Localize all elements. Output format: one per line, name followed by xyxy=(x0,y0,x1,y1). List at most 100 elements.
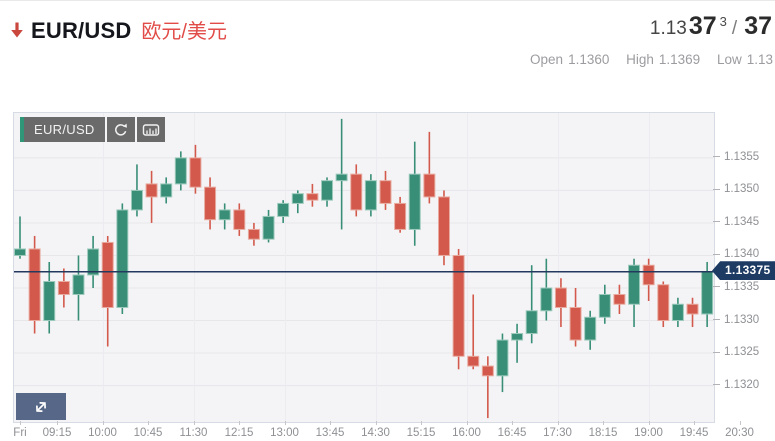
y-tick-text: 1.1335 xyxy=(724,280,760,293)
x-tick-mark xyxy=(239,421,240,425)
candle-10:30 xyxy=(130,189,143,211)
y-tick-mark xyxy=(713,384,720,386)
expand-icon xyxy=(36,401,46,412)
candle-13:00 xyxy=(277,202,290,217)
candle-11:00 xyxy=(160,183,173,198)
instrument-title: EUR/USD 欧元/美元 xyxy=(31,15,227,44)
candle-18:00 xyxy=(569,307,582,341)
candle-11:45 xyxy=(204,186,217,221)
candle-17:00 xyxy=(511,333,524,341)
bid-pips: 37 xyxy=(688,12,717,40)
x-axis-label: 15:15 xyxy=(406,427,436,439)
candle-16:30 xyxy=(481,365,494,377)
x-tick-mark xyxy=(648,421,650,425)
y-axis-label: 1.1345 xyxy=(713,215,759,229)
x-tick-mark xyxy=(694,421,695,425)
candle-13:15 xyxy=(291,193,304,204)
candle-10:15 xyxy=(116,209,129,309)
candle-09:45 xyxy=(87,248,100,276)
y-tick-text: 1.1345 xyxy=(724,215,760,228)
stat-high: High 1.1369 xyxy=(626,52,701,67)
x-axis-label: 17:30 xyxy=(543,427,572,439)
candle-15:00 xyxy=(394,202,407,230)
candle-19:30 xyxy=(657,284,670,322)
candle-11:30 xyxy=(189,157,202,188)
candle-17:15 xyxy=(525,310,538,335)
x-axis-label: 10:00 xyxy=(88,427,117,439)
candle-11:15 xyxy=(174,157,187,185)
candle-20:15 xyxy=(701,271,714,315)
x-axis-label: 14:30 xyxy=(361,427,390,439)
x-axis-label: 09:15 xyxy=(42,427,72,439)
candle-08:45 xyxy=(28,248,41,322)
x-axis-label: 19:00 xyxy=(634,427,663,439)
x-tick-mark xyxy=(603,421,604,425)
candle-17:30 xyxy=(540,287,553,312)
x-tick-mark xyxy=(739,421,741,425)
candle-16:45 xyxy=(496,339,509,377)
x-axis-label: Fri xyxy=(13,427,27,439)
price-prefix: 1.13 xyxy=(649,18,687,39)
top-divider xyxy=(0,0,775,1)
candle-19:45 xyxy=(671,303,684,322)
x-tick-mark xyxy=(148,421,149,425)
quote-price: 1.13 37 3 / 37 xyxy=(650,12,772,41)
y-tick-text: 1.1325 xyxy=(724,346,760,359)
x-axis-label: 13:45 xyxy=(315,427,345,439)
y-tick-text: 1.1355 xyxy=(724,150,760,163)
candle-12:30 xyxy=(247,228,260,240)
candle-09:00 xyxy=(43,280,56,322)
x-tick-mark xyxy=(466,421,468,425)
x-tick-mark xyxy=(20,421,21,425)
candle-15:15 xyxy=(408,173,421,230)
candle-09:30 xyxy=(72,274,85,295)
current-price-tag: 1.13375 xyxy=(712,261,775,281)
symbol-badge[interactable]: EUR/USD xyxy=(20,117,105,142)
candle-08:30 xyxy=(14,248,26,256)
y-axis-label: 1.1330 xyxy=(713,313,759,327)
chart-toolbar: EUR/USD xyxy=(20,117,165,142)
candle-17:45 xyxy=(554,287,567,309)
refresh-icon xyxy=(114,123,127,136)
candle-15:30 xyxy=(423,173,436,198)
stat-open: Open 1.1360 xyxy=(530,52,610,67)
symbol-badge-label: EUR/USD xyxy=(34,122,95,137)
x-tick-mark xyxy=(284,421,286,425)
chart-canvas[interactable] xyxy=(13,112,715,423)
x-tick-mark xyxy=(330,421,331,425)
stat-low: Low 1.13 xyxy=(716,52,773,67)
candle-12:15 xyxy=(233,209,246,230)
candle-10:00 xyxy=(101,241,114,309)
x-axis-label: 12:15 xyxy=(224,427,254,439)
chart-style-button[interactable] xyxy=(136,117,165,142)
y-tick-text: 1.1330 xyxy=(724,313,760,326)
x-axis-label: 16:45 xyxy=(497,427,527,439)
candle-18:30 xyxy=(598,293,611,318)
y-axis-label: 1.1350 xyxy=(713,182,759,196)
x-axis-label: 16:00 xyxy=(452,427,481,439)
candle-12:45 xyxy=(262,215,275,240)
x-axis-label: 20:30 xyxy=(725,427,754,439)
symbol-name-chinese: 欧元/美元 xyxy=(141,21,227,43)
chart-style-icon xyxy=(142,123,159,136)
candle-13:45 xyxy=(321,180,334,201)
y-tick-mark xyxy=(713,188,720,190)
candle-14:30 xyxy=(364,180,377,211)
symbol-name: EUR/USD xyxy=(31,18,132,43)
y-axis-label: 1.1325 xyxy=(713,345,759,359)
refresh-button[interactable] xyxy=(106,117,135,142)
bid-ask-separator: / xyxy=(731,18,738,39)
candle-14:00 xyxy=(335,173,348,182)
current-price-value: 1.13375 xyxy=(725,263,771,278)
candle-16:00 xyxy=(452,254,465,357)
x-axis-label: 11:30 xyxy=(179,427,208,439)
y-tick-mark xyxy=(713,221,720,223)
x-tick-mark xyxy=(57,421,58,425)
candle-14:45 xyxy=(379,180,392,204)
y-tick-mark xyxy=(713,351,720,353)
price-down-arrow-icon xyxy=(11,22,23,38)
y-tick-mark xyxy=(713,286,720,288)
candle-13:30 xyxy=(306,193,319,201)
expand-button[interactable] xyxy=(16,393,66,420)
